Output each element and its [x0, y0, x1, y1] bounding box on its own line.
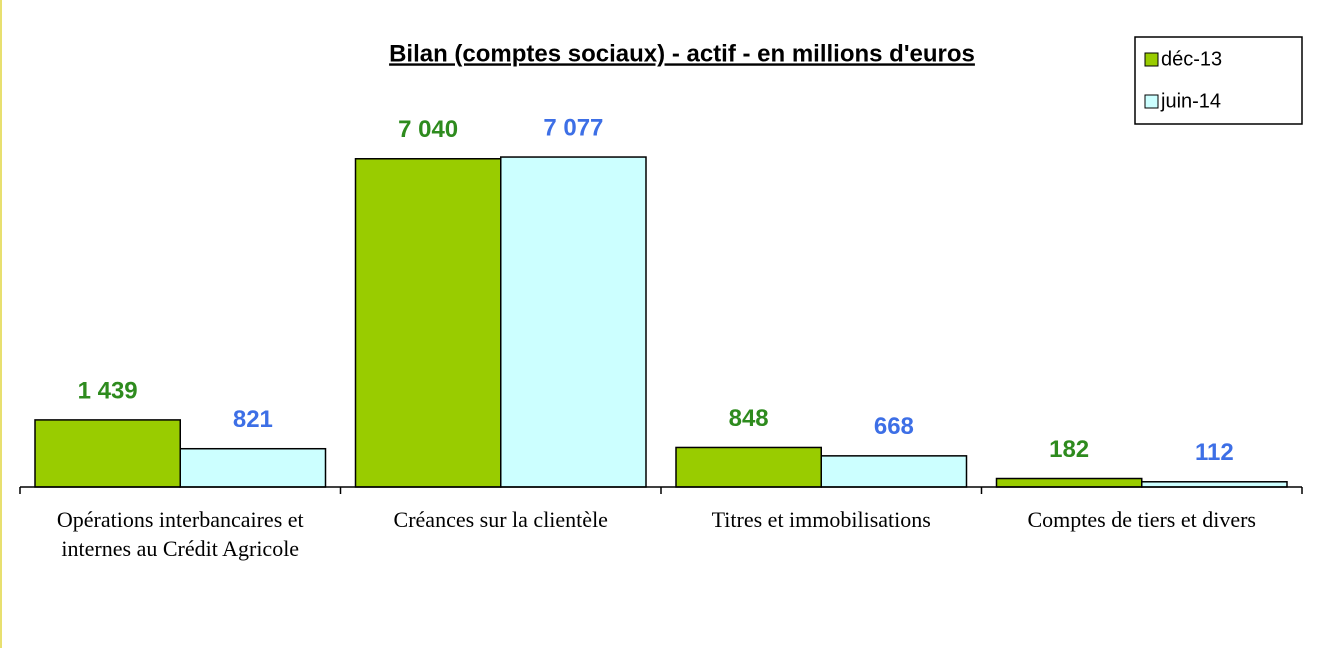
legend-swatch: [1144, 52, 1159, 67]
value-label: 7 040: [398, 116, 458, 143]
value-label: 1 439: [78, 377, 138, 404]
value-label: 7 077: [543, 114, 603, 141]
x-tick-label: Créances sur la clientèle: [393, 507, 608, 532]
value-label: 112: [1195, 439, 1234, 466]
legend-label: déc-13: [1161, 48, 1222, 70]
chart-title: Bilan (comptes sociaux) - actif - en mil…: [389, 40, 975, 67]
x-tick-label: Titres et immobilisations: [711, 507, 931, 532]
bar: [34, 419, 181, 488]
value-label: 848: [729, 405, 769, 432]
x-tick-label: Comptes de tiers et divers: [1027, 507, 1256, 532]
value-label: 821: [233, 406, 273, 433]
bar: [675, 446, 822, 488]
x-tick-label: Opérations interbancaires et internes au…: [56, 507, 304, 561]
legend-label: juin-14: [1160, 90, 1221, 112]
bar: [500, 156, 647, 488]
bar: [1141, 481, 1288, 488]
legend-swatch: [1144, 94, 1159, 109]
legend-box: [1134, 36, 1303, 125]
bar: [354, 158, 502, 488]
value-label: 182: [1049, 436, 1089, 463]
value-label: 668: [874, 413, 914, 440]
bar: [995, 477, 1143, 488]
bar: [820, 455, 968, 488]
bar: [179, 447, 327, 488]
